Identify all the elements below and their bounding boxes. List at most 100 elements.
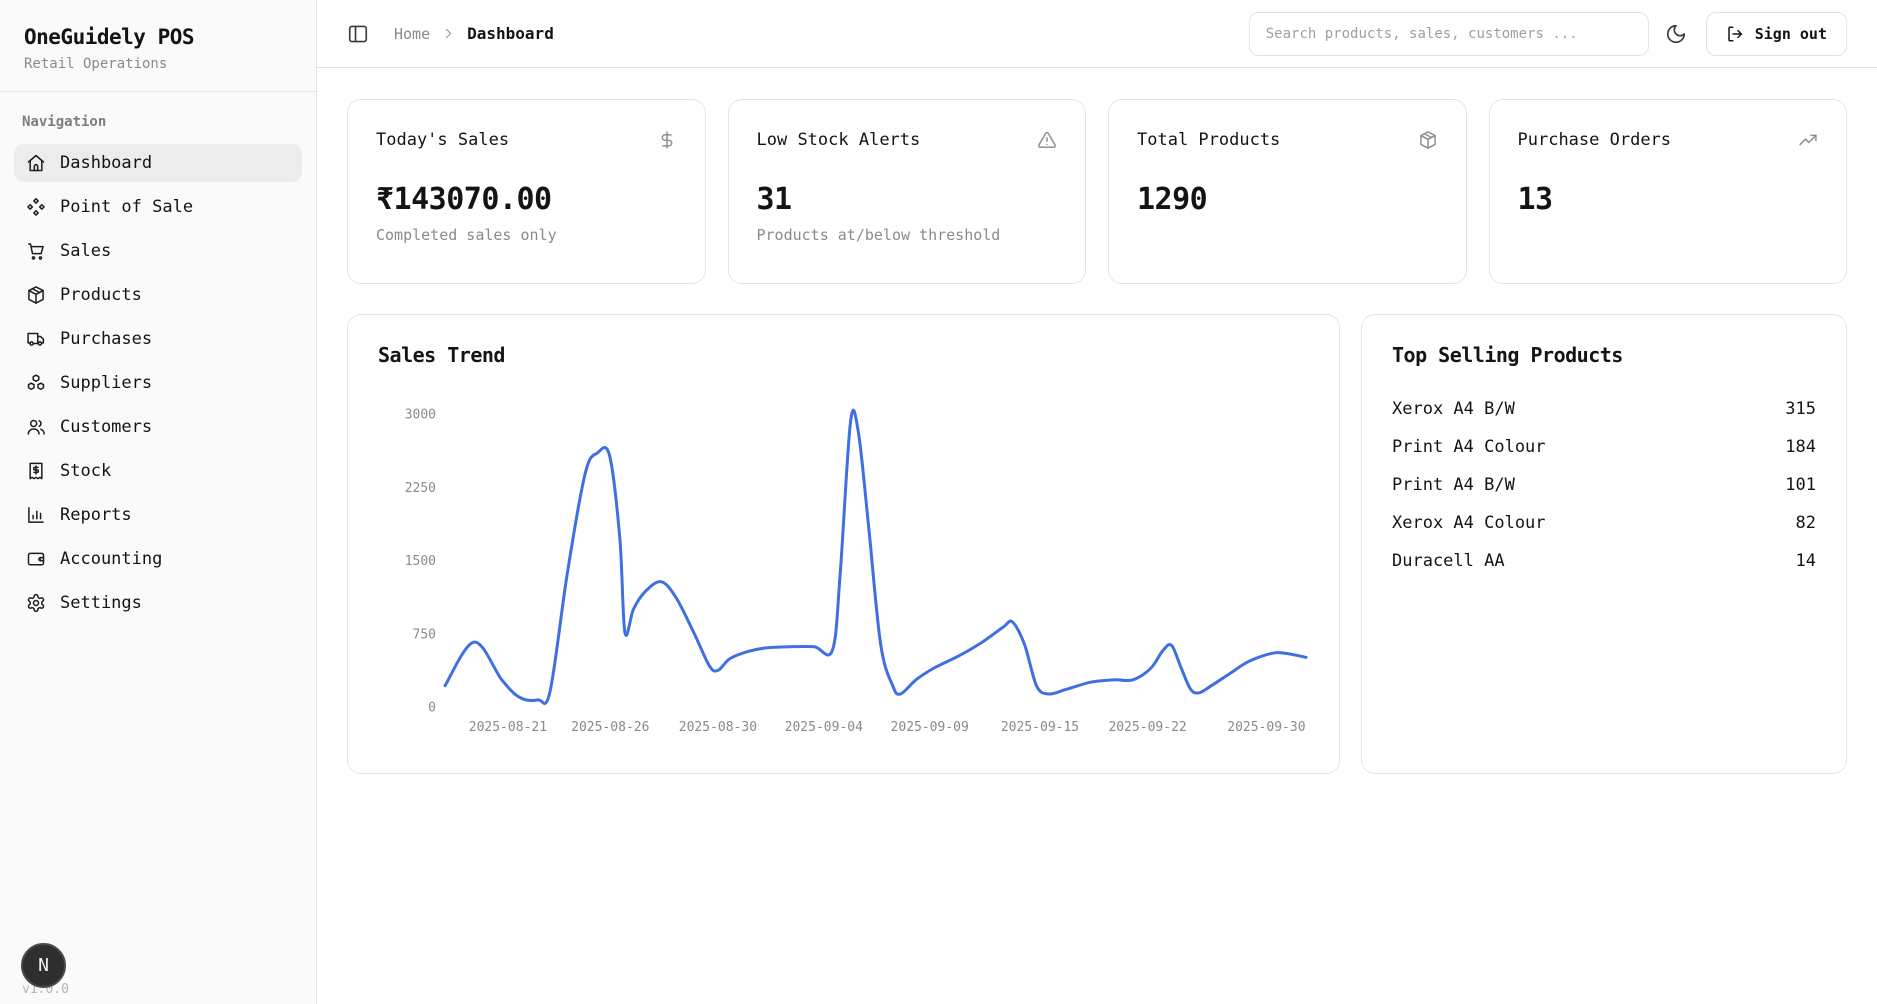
moon-icon xyxy=(1666,24,1685,43)
product-qty: 14 xyxy=(1795,551,1816,571)
dollar-icon xyxy=(657,130,677,150)
boxes-icon xyxy=(26,373,46,393)
sidebar-item-label: Sales xyxy=(60,241,112,261)
stat-value: 1290 xyxy=(1137,182,1208,217)
y-axis-tick: 2250 xyxy=(405,481,436,496)
sidebar-item-dashboard[interactable]: Dashboard xyxy=(14,144,302,182)
sidebar-item-label: Reports xyxy=(60,505,132,525)
product-name: Print A4 B/W xyxy=(1392,475,1515,495)
sidebar-item-point-of-sale[interactable]: Point of Sale xyxy=(14,188,302,226)
avatar[interactable]: N xyxy=(21,943,66,988)
x-axis-tick: 2025-09-04 xyxy=(785,720,863,735)
brand: OneGuidely POS Retail Operations xyxy=(0,0,316,92)
stat-value: ₹143070.00 xyxy=(376,182,552,217)
app-subtitle: Retail Operations xyxy=(24,56,168,72)
sidebar-item-label: Products xyxy=(60,285,142,305)
breadcrumb-home[interactable]: Home xyxy=(394,24,431,43)
sidebar-item-label: Point of Sale xyxy=(60,197,194,217)
x-axis-tick: 2025-08-26 xyxy=(571,720,649,735)
product-name: Xerox A4 B/W xyxy=(1392,399,1515,419)
users-icon xyxy=(26,417,46,437)
sales-trend-chart: 0 750 1500 2250 3000 2025-08-21 2025-08-26 2025… xyxy=(405,408,1308,735)
sidebar-item-customers[interactable]: Customers xyxy=(14,408,302,446)
sales-trend-title: Sales Trend xyxy=(378,343,505,367)
dark-mode-toggle[interactable] xyxy=(1665,23,1687,45)
x-axis-tick: 2025-08-21 xyxy=(469,720,547,735)
product-row: Xerox A4 Colour 82 xyxy=(1392,513,1816,533)
x-axis-tick: 2025-09-22 xyxy=(1108,720,1186,735)
stat-card-low-stock-alerts: Low Stock Alerts 31 Products at/below th… xyxy=(727,99,1086,284)
sidebar-toggle-button[interactable] xyxy=(347,23,369,45)
sales-trend-line xyxy=(443,408,1308,705)
sidebar-item-label: Accounting xyxy=(60,549,163,569)
sidebar-item-stock[interactable]: Stock xyxy=(14,452,302,490)
stat-title: Purchase Orders xyxy=(1517,130,1672,150)
sidebar-item-label: Dashboard xyxy=(60,153,153,173)
product-row: Print A4 Colour 184 xyxy=(1392,437,1816,457)
product-row: Xerox A4 B/W 315 xyxy=(1392,399,1816,419)
nav-section-label: Navigation xyxy=(22,114,107,130)
product-name: Duracell AA xyxy=(1392,551,1505,571)
sign-out-button[interactable]: Sign out xyxy=(1705,11,1847,56)
x-axis-tick: 2025-09-15 xyxy=(1001,720,1079,735)
sidebar-item-label: Customers xyxy=(60,417,153,437)
log-out-icon xyxy=(1726,25,1744,43)
product-qty: 315 xyxy=(1785,399,1816,419)
sidebar-item-purchases[interactable]: Purchases xyxy=(14,320,302,358)
home-icon xyxy=(26,153,46,173)
package-icon xyxy=(1418,130,1438,150)
stat-subtitle: Completed sales only xyxy=(376,226,557,244)
stat-subtitle: Products at/below threshold xyxy=(756,226,1001,244)
product-qty: 82 xyxy=(1795,513,1816,533)
receipt-icon xyxy=(26,461,46,481)
breadcrumb-current: Dashboard xyxy=(467,24,554,43)
sidebar-item-reports[interactable]: Reports xyxy=(14,496,302,534)
product-name: Print A4 Colour xyxy=(1392,437,1546,457)
sidebar-item-accounting[interactable]: Accounting xyxy=(14,540,302,578)
x-axis-tick: 2025-09-09 xyxy=(891,720,969,735)
breadcrumb: Home Dashboard xyxy=(394,24,554,43)
sidebar-item-label: Suppliers xyxy=(60,373,153,393)
sidebar-item-label: Purchases xyxy=(60,329,153,349)
component-icon xyxy=(26,197,46,217)
sidebar-item-label: Stock xyxy=(60,461,112,481)
sidebar: OneGuidely POS Retail Operations Navigat… xyxy=(0,0,317,1004)
app-title: OneGuidely POS xyxy=(24,25,195,49)
x-axis-tick: 2025-08-30 xyxy=(679,720,757,735)
stat-card-todays-sales: Today's Sales ₹143070.00 Completed sales… xyxy=(347,99,706,284)
charts-row: Sales Trend 0 750 1500 2250 3000 2025-08-21 20… xyxy=(347,314,1847,774)
stat-title: Today's Sales xyxy=(376,130,510,150)
truck-icon xyxy=(26,329,46,349)
product-qty: 184 xyxy=(1785,437,1816,457)
sidebar-item-products[interactable]: Products xyxy=(14,276,302,314)
sidebar-item-settings[interactable]: Settings xyxy=(14,584,302,622)
stat-card-total-products: Total Products 1290 xyxy=(1108,99,1467,284)
y-axis-tick: 1500 xyxy=(405,554,436,569)
package-icon xyxy=(26,285,46,305)
top-products-card: Top Selling Products Xerox A4 B/W 315 Pr… xyxy=(1361,314,1847,774)
gear-icon xyxy=(26,593,46,613)
product-row: Print A4 B/W 101 xyxy=(1392,475,1816,495)
stat-card-purchase-orders: Purchase Orders 13 xyxy=(1488,99,1847,284)
top-products-title: Top Selling Products xyxy=(1392,343,1623,367)
sidebar-nav: Navigation Dashboard Point of Sale Sales… xyxy=(0,92,316,644)
stat-value: 31 xyxy=(756,182,793,217)
x-axis-tick: 2025-09-30 xyxy=(1227,720,1305,735)
y-axis-tick: 0 xyxy=(428,701,436,716)
product-row: Duracell AA 14 xyxy=(1392,551,1816,571)
sales-trend-card: Sales Trend 0 750 1500 2250 3000 2025-08-21 20… xyxy=(347,314,1340,774)
sidebar-item-suppliers[interactable]: Suppliers xyxy=(14,364,302,402)
product-name: Xerox A4 Colour xyxy=(1392,513,1546,533)
sign-out-label: Sign out xyxy=(1754,24,1827,43)
stat-title: Low Stock Alerts xyxy=(756,130,921,150)
sidebar-item-sales[interactable]: Sales xyxy=(14,232,302,270)
panel-left-icon xyxy=(348,25,368,42)
y-axis-tick: 3000 xyxy=(405,408,436,423)
shopping-cart-icon xyxy=(26,241,46,261)
stat-title: Total Products xyxy=(1137,130,1281,150)
search-input[interactable] xyxy=(1248,11,1649,56)
main-area: Home Dashboard Sign out Today's Sales xyxy=(317,0,1877,1004)
dashboard-content: Today's Sales ₹143070.00 Completed sales… xyxy=(317,68,1877,1004)
sidebar-item-label: Settings xyxy=(60,593,142,613)
